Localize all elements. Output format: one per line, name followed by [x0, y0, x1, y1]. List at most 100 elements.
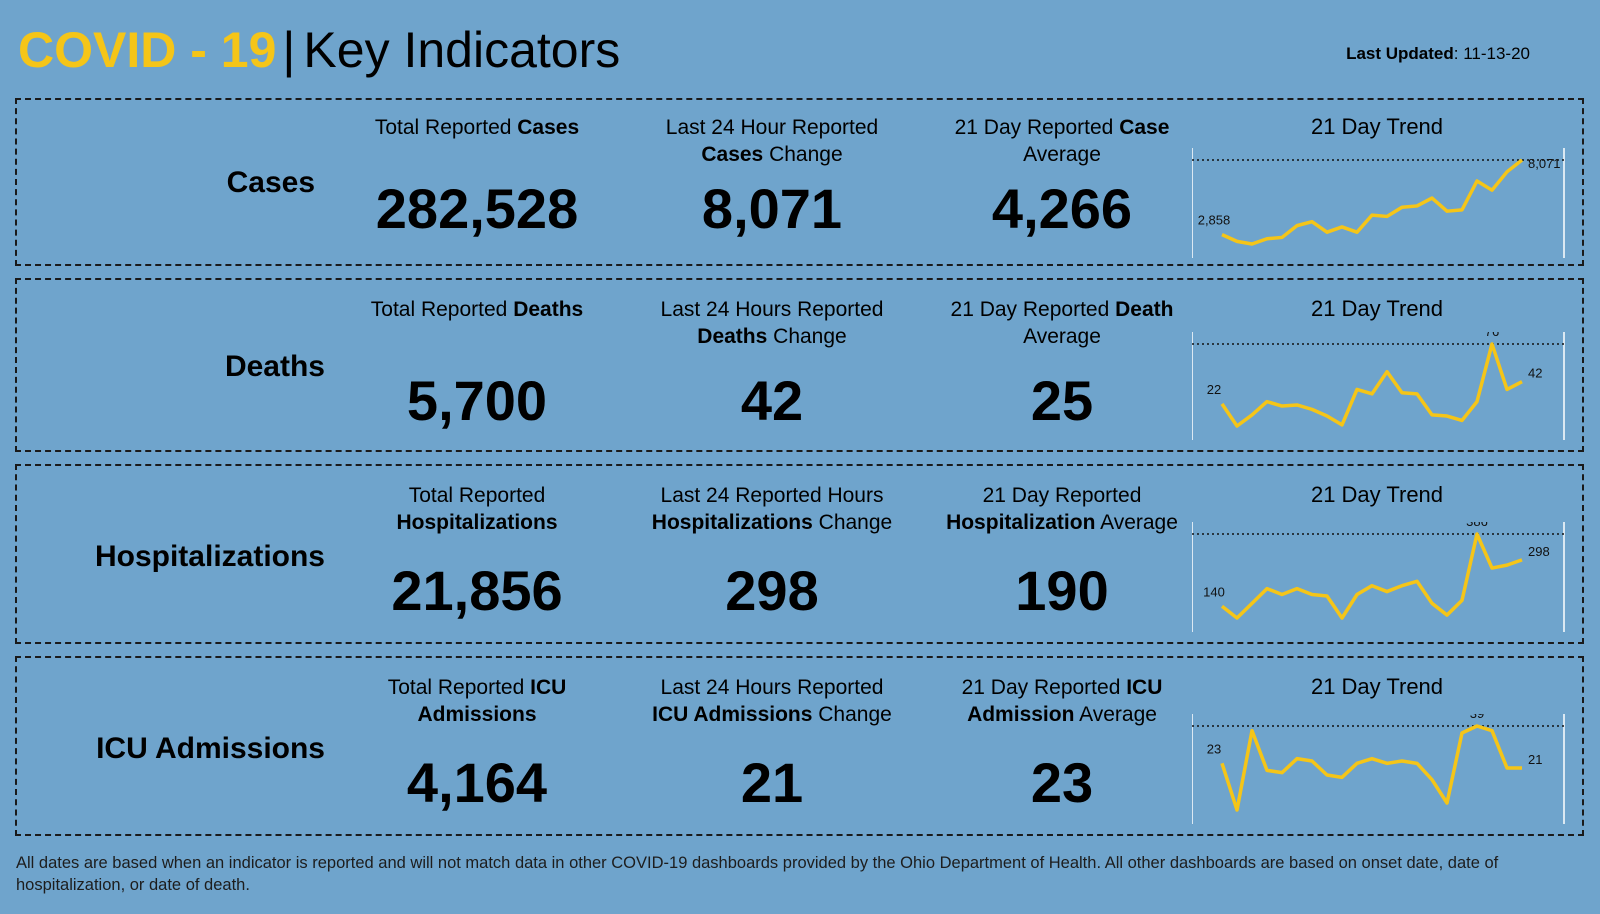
metric-header: 21 Day Reported Hospitalization Average	[927, 482, 1197, 536]
page-title: COVID - 19 | Key Indicators	[18, 18, 620, 82]
page-header: COVID - 19 | Key Indicators	[18, 18, 620, 82]
metric-value: 25	[1030, 369, 1094, 432]
trend-line	[1220, 342, 1523, 428]
title-separator: |	[282, 22, 296, 78]
metric-value: 4,266	[991, 177, 1133, 240]
trend-start-label: 23	[1207, 741, 1221, 756]
trend-sparkline: 22 76 42	[1192, 332, 1565, 440]
trend-sparkline: 2,858 8,071	[1192, 148, 1565, 258]
header-line2-bold: Hospitalization	[946, 511, 1096, 534]
metric-value: 4,164	[406, 751, 548, 814]
header-line2: Change	[812, 703, 892, 726]
metric-value: 8,071	[701, 177, 843, 240]
metric-header: Total Reported ICU Admissions	[347, 674, 607, 728]
metric-header: Total Reported Deaths	[347, 296, 607, 323]
row-label-icu-admissions: ICU Admissions	[96, 732, 325, 765]
header-text: 21 Day Reported	[950, 298, 1116, 321]
header-bold: Death	[1115, 298, 1174, 321]
metric-header: Last 24 Hour Reported Cases Change	[632, 114, 912, 168]
metric-header: 21 Day Reported Death Average	[927, 296, 1197, 350]
metric-2: Last 24 Reported Hours Hospitalizations C…	[632, 482, 912, 642]
metric-value: 42	[740, 369, 804, 432]
trend-peak-label: 39	[1470, 714, 1484, 721]
header-line2: Change	[767, 325, 847, 348]
row-label-cases: Cases	[226, 166, 315, 199]
trend-title: 21 Day Trend	[1310, 482, 1444, 507]
header-line2-bold: Hospitalizations	[396, 511, 558, 534]
header-line2-bold: Admissions	[417, 703, 537, 726]
metric-3: 21 Day Reported ICU Admission Average 23	[927, 674, 1197, 834]
trend-peak-label: 386	[1466, 522, 1488, 529]
metric-1: Total Reported Cases 282,528	[347, 114, 607, 264]
header-line2: Change	[763, 143, 843, 166]
title-key-indicators: Key Indicators	[303, 22, 621, 78]
trend-end-label: 298	[1528, 544, 1550, 559]
metric-1: Total Reported Hospitalizations 21,856	[347, 482, 607, 642]
trend-start-label: 140	[1203, 584, 1225, 599]
metric-header: Total Reported Hospitalizations	[347, 482, 607, 536]
header-text: Last 24 Reported Hours	[660, 484, 884, 507]
trend-title: 21 Day Trend	[1310, 296, 1444, 321]
footer-note: All dates are based when an indicator is…	[16, 854, 1499, 894]
header-text: Total Reported	[374, 116, 518, 139]
trend-end-label: 21	[1528, 752, 1542, 767]
header-text: Last 24 Hours Reported	[660, 298, 884, 321]
header-text: 21 Day Reported	[982, 484, 1142, 507]
metric-header: 21 Day Reported ICU Admission Average	[927, 674, 1197, 728]
metric-3: 21 Day Reported Case Average 4,266	[927, 114, 1197, 264]
metric-value: 21,856	[391, 559, 563, 622]
header-line2-bold: Cases	[701, 143, 764, 166]
trend-end-label: 42	[1528, 366, 1542, 381]
title-covid: COVID - 19	[18, 22, 277, 78]
header-line2-bold: Deaths	[697, 325, 768, 348]
trend-sparkline: 140 386 298	[1192, 522, 1565, 632]
metric-header: Last 24 Reported Hours Hospitalizations C…	[632, 482, 912, 536]
header-text: Last 24 Hour Reported	[665, 116, 879, 139]
header-bold: ICU	[1126, 676, 1163, 699]
metric-value: 282,528	[375, 177, 579, 240]
metric-3: 21 Day Reported Death Average 25	[927, 296, 1197, 450]
header-line2-bold: ICU Admissions	[652, 703, 813, 726]
trend-start-label: 2,858	[1198, 213, 1231, 228]
header-line2-bold: Admission	[967, 703, 1075, 726]
header-text: Last 24 Hours Reported	[660, 676, 884, 699]
metric-2: Last 24 Hours Reported Deaths Change 42	[632, 296, 912, 450]
metric-3: 21 Day Reported Hospitalization Average 19…	[927, 482, 1197, 642]
panel-cases: Cases Total Reported Cases 282,528 Last 24 …	[15, 98, 1584, 266]
trend-sparkline: 23 39 21	[1192, 714, 1565, 824]
header-line2-bold: Hospitalizations	[651, 511, 813, 534]
metric-value: 5,700	[406, 369, 548, 432]
header-bold: Case	[1119, 116, 1170, 139]
header-bold: Deaths	[513, 298, 584, 321]
last-updated: Last Updated: 11-13-20	[1346, 44, 1530, 64]
trend-line	[1220, 532, 1523, 620]
header-line2: Average	[1023, 143, 1101, 166]
row-label-hospitalizations: Hospitalizations	[94, 540, 325, 573]
metric-value: 23	[1030, 751, 1094, 814]
last-updated-value: : 11-13-20	[1453, 44, 1530, 63]
panel-deaths: Deaths Total Reported Deaths 5,700 Last 24 …	[15, 278, 1584, 452]
trend-line	[1220, 724, 1522, 812]
metric-2: Last 24 Hours Reported ICU Admissions Cha…	[632, 674, 912, 834]
metric-value: 21	[740, 751, 804, 814]
header-text: 21 Day Reported	[961, 676, 1127, 699]
header-text: Total Reported	[387, 676, 531, 699]
metric-header: Total Reported Cases	[347, 114, 607, 141]
metric-value: 190	[1015, 559, 1109, 622]
metric-header: Last 24 Hours Reported Deaths Change	[632, 296, 912, 350]
header-text: 21 Day Reported	[954, 116, 1120, 139]
metric-value: 298	[725, 559, 819, 622]
trend-peak-label: 76	[1485, 332, 1499, 339]
header-line2: Average	[1074, 703, 1157, 726]
trend-line	[1221, 158, 1524, 246]
header-bold: ICU	[530, 676, 567, 699]
header-bold: Cases	[517, 116, 580, 139]
metric-1: Total Reported ICU Admissions 4,164	[347, 674, 607, 834]
header-text: Total Reported	[370, 298, 514, 321]
trend-end-label: 8,071	[1528, 156, 1561, 171]
panel-icu-admissions: ICU Admissions Total Reported ICU Admissio…	[15, 656, 1584, 836]
metric-2: Last 24 Hour Reported Cases Change 8,071	[632, 114, 912, 264]
metric-header: 21 Day Reported Case Average	[927, 114, 1197, 168]
header-line2: Average	[1095, 511, 1178, 534]
metric-1: Total Reported Deaths 5,700	[347, 296, 607, 450]
